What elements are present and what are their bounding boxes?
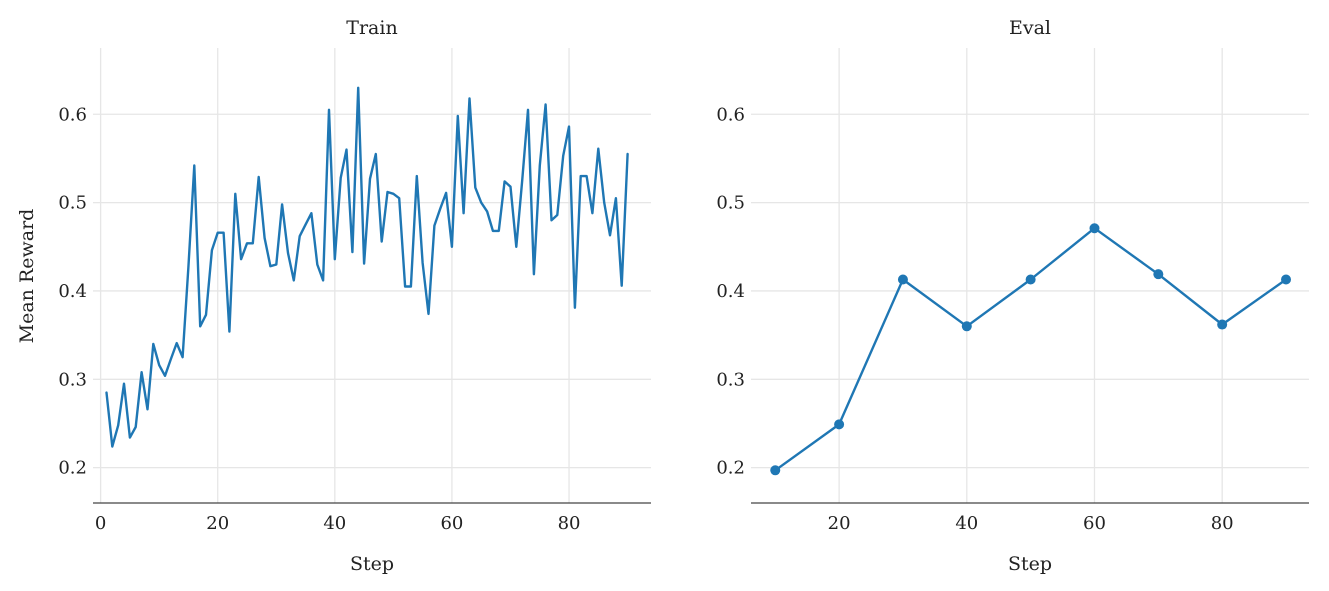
eval-panel: Eval Step 20 40 60 80 0.2 0.3 0.4 0.5 0.6 [716,17,1309,575]
eval-data-point [961,321,972,332]
eval-data-point [1281,274,1292,285]
train-y-tick-label: 0.6 [58,104,87,125]
train-y-axis-label: Mean Reward [16,209,38,344]
eval-data-point [897,274,908,285]
train-grid [93,48,651,503]
train-x-tick-label: 60 [440,513,463,534]
eval-data-point [1025,274,1036,285]
train-y-tick-label: 0.5 [58,193,87,214]
eval-y-tick-label: 0.6 [716,104,745,125]
eval-data-point [1153,269,1164,280]
train-title: Train [346,17,397,39]
train-y-tick-label: 0.3 [58,369,87,390]
train-y-tick-label: 0.4 [58,281,87,302]
eval-data-point [770,465,781,476]
train-x-tick-label: 40 [323,513,346,534]
eval-y-tick-label: 0.2 [716,458,745,479]
eval-grid [751,48,1309,503]
train-x-axis-label: Step [350,553,394,575]
eval-title: Eval [1009,17,1051,39]
train-x-tick-label: 0 [95,513,106,534]
eval-y-tick-label: 0.5 [716,193,745,214]
eval-y-tick-label: 0.4 [716,281,745,302]
eval-data-point [834,419,845,430]
eval-series-line [774,226,1288,472]
eval-x-tick-label: 80 [1211,513,1234,534]
eval-x-tick-label: 60 [1083,513,1106,534]
train-y-tick-label: 0.2 [58,458,87,479]
eval-data-point [1217,319,1228,330]
train-x-tick-label: 20 [206,513,229,534]
eval-data-point [1089,223,1100,234]
eval-x-tick-label: 20 [828,513,851,534]
train-x-tick-label: 80 [558,513,581,534]
eval-y-tick-label: 0.3 [716,369,745,390]
train-panel: Train Step Mean Reward 0 20 40 60 80 0.2 0.3 0.… [16,17,651,575]
train-series-line [105,86,629,448]
eval-x-axis-label: Step [1008,553,1052,575]
eval-x-tick-label: 40 [955,513,978,534]
